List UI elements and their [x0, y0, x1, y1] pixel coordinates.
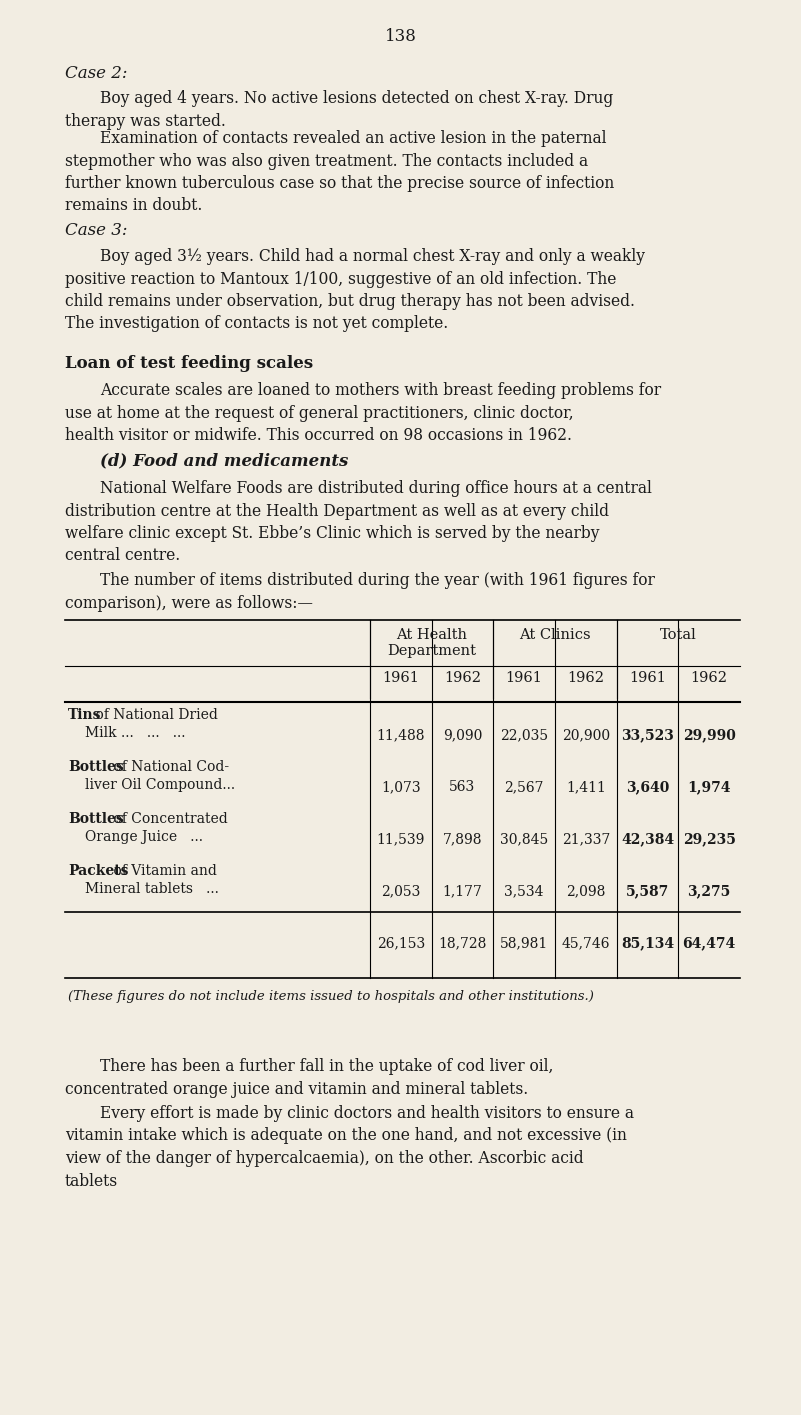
Text: 1962: 1962	[567, 671, 604, 685]
Text: distribution centre at the Health Department as well as at every child: distribution centre at the Health Depart…	[65, 502, 609, 519]
Text: Loan of test feeding scales: Loan of test feeding scales	[65, 355, 313, 372]
Text: 29,235: 29,235	[682, 832, 735, 846]
Text: tablets: tablets	[65, 1173, 118, 1190]
Text: 1,974: 1,974	[687, 780, 731, 794]
Text: 11,488: 11,488	[376, 727, 425, 741]
Text: 1,177: 1,177	[443, 884, 482, 899]
Text: Case 3:: Case 3:	[65, 222, 127, 239]
Text: 85,134: 85,134	[621, 935, 674, 949]
Text: remains in doubt.: remains in doubt.	[65, 198, 203, 215]
Text: 64,474: 64,474	[682, 935, 736, 949]
Text: Boy aged 4 years. No active lesions detected on chest X-ray. Drug: Boy aged 4 years. No active lesions dete…	[100, 91, 614, 108]
Text: 11,539: 11,539	[376, 832, 425, 846]
Text: of National Dried: of National Dried	[91, 708, 218, 722]
Text: The number of items distributed during the year (with 1961 figures for: The number of items distributed during t…	[100, 572, 655, 589]
Text: Bottles: Bottles	[68, 812, 123, 826]
Text: Accurate scales are loaned to mothers with breast feeding problems for: Accurate scales are loaned to mothers wi…	[100, 382, 661, 399]
Text: welfare clinic except St. Ebbe’s Clinic which is served by the nearby: welfare clinic except St. Ebbe’s Clinic …	[65, 525, 599, 542]
Text: 1961: 1961	[505, 671, 542, 685]
Text: vitamin intake which is adequate on the one hand, and not excessive (in: vitamin intake which is adequate on the …	[65, 1128, 627, 1145]
Text: further known tuberculous case so that the precise source of infection: further known tuberculous case so that t…	[65, 175, 614, 192]
Text: 21,337: 21,337	[562, 832, 610, 846]
Text: of National Cod-: of National Cod-	[109, 760, 229, 774]
Text: 1962: 1962	[690, 671, 727, 685]
Text: 2,053: 2,053	[381, 884, 421, 899]
Text: liver Oil Compound...: liver Oil Compound...	[85, 778, 235, 792]
Text: Total: Total	[660, 628, 697, 642]
Text: of Concentrated: of Concentrated	[109, 812, 227, 826]
Text: health visitor or midwife. This occurred on 98 occasions in 1962.: health visitor or midwife. This occurred…	[65, 427, 572, 444]
Text: Case 2:: Case 2:	[65, 65, 127, 82]
Text: 2,098: 2,098	[566, 884, 606, 899]
Text: 45,746: 45,746	[562, 935, 610, 949]
Text: 30,845: 30,845	[500, 832, 549, 846]
Text: 29,990: 29,990	[682, 727, 735, 741]
Text: positive reaction to Mantoux 1/100, suggestive of an old infection. The: positive reaction to Mantoux 1/100, sugg…	[65, 270, 617, 287]
Text: 1962: 1962	[444, 671, 481, 685]
Text: 7,898: 7,898	[443, 832, 482, 846]
Text: use at home at the request of general practitioners, clinic doctor,: use at home at the request of general pr…	[65, 405, 574, 422]
Text: 9,090: 9,090	[443, 727, 482, 741]
Text: 1,411: 1,411	[566, 780, 606, 794]
Text: 563: 563	[449, 780, 476, 794]
Text: 1961: 1961	[382, 671, 419, 685]
Text: view of the danger of hypercalcaemia), on the other. Ascorbic acid: view of the danger of hypercalcaemia), o…	[65, 1150, 584, 1167]
Text: Mineral tablets   ...: Mineral tablets ...	[85, 882, 219, 896]
Text: 20,900: 20,900	[562, 727, 610, 741]
Text: Milk ...   ...   ...: Milk ... ... ...	[85, 726, 186, 740]
Text: 5,587: 5,587	[626, 884, 669, 899]
Text: 33,523: 33,523	[621, 727, 674, 741]
Text: Tins: Tins	[68, 708, 102, 722]
Text: At Clinics: At Clinics	[519, 628, 591, 642]
Text: 18,728: 18,728	[438, 935, 487, 949]
Text: 26,153: 26,153	[376, 935, 425, 949]
Text: child remains under observation, but drug therapy has not been advised.: child remains under observation, but dru…	[65, 293, 635, 310]
Text: central centre.: central centre.	[65, 548, 180, 565]
Text: (d) Food and medicaments: (d) Food and medicaments	[100, 451, 348, 468]
Text: 3,640: 3,640	[626, 780, 669, 794]
Text: Orange Juice   ...: Orange Juice ...	[85, 831, 203, 843]
Text: 58,981: 58,981	[500, 935, 549, 949]
Text: The investigation of contacts is not yet complete.: The investigation of contacts is not yet…	[65, 316, 449, 333]
Text: 42,384: 42,384	[621, 832, 674, 846]
Text: therapy was started.: therapy was started.	[65, 113, 226, 130]
Text: 1,073: 1,073	[381, 780, 421, 794]
Text: 1961: 1961	[629, 671, 666, 685]
Text: 22,035: 22,035	[500, 727, 548, 741]
Text: stepmother who was also given treatment. The contacts included a: stepmother who was also given treatment.…	[65, 153, 588, 170]
Text: National Welfare Foods are distributed during office hours at a central: National Welfare Foods are distributed d…	[100, 480, 652, 497]
Text: Examination of contacts revealed an active lesion in the paternal: Examination of contacts revealed an acti…	[100, 130, 606, 147]
Text: concentrated orange juice and vitamin and mineral tablets.: concentrated orange juice and vitamin an…	[65, 1081, 528, 1098]
Text: (These figures do not include items issued to hospitals and other institutions.): (These figures do not include items issu…	[68, 990, 594, 1003]
Text: Bottles: Bottles	[68, 760, 123, 774]
Text: 3,275: 3,275	[687, 884, 731, 899]
Text: There has been a further fall in the uptake of cod liver oil,: There has been a further fall in the upt…	[100, 1058, 553, 1075]
Text: 3,534: 3,534	[505, 884, 544, 899]
Text: comparison), were as follows:—: comparison), were as follows:—	[65, 594, 313, 611]
Text: Packets: Packets	[68, 865, 128, 877]
Text: 138: 138	[384, 28, 417, 45]
Text: 2,567: 2,567	[505, 780, 544, 794]
Text: At Health
Department: At Health Department	[387, 628, 476, 658]
Text: Every effort is made by clinic doctors and health visitors to ensure a: Every effort is made by clinic doctors a…	[100, 1105, 634, 1122]
Text: of Vitamin and: of Vitamin and	[109, 865, 216, 877]
Text: Boy aged 3½ years. Child had a normal chest X-ray and only a weakly: Boy aged 3½ years. Child had a normal ch…	[100, 248, 645, 265]
